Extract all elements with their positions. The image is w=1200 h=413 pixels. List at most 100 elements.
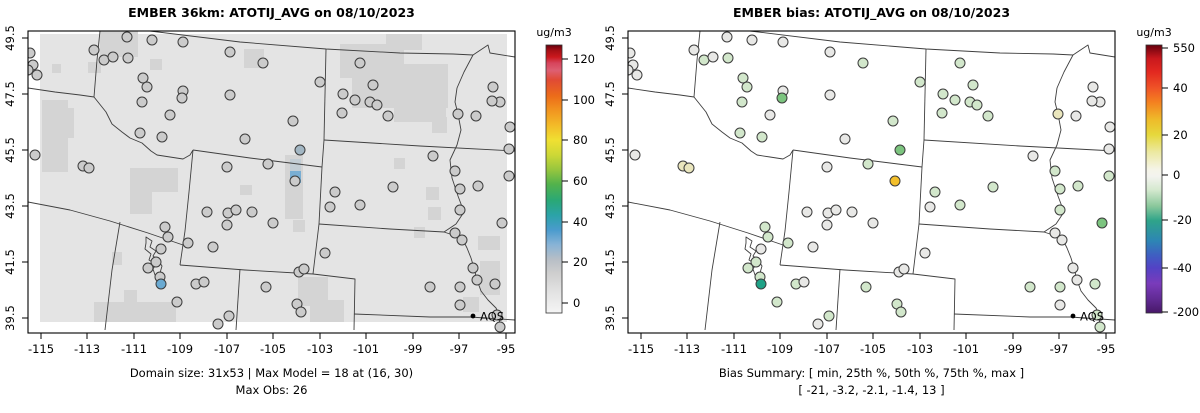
state-border [323, 139, 515, 152]
state-border [628, 31, 794, 160]
station-dot [162, 231, 174, 243]
station-dot [1049, 165, 1061, 177]
colorbar [1145, 44, 1163, 314]
x-tick-label: -97 [450, 342, 469, 356]
station-dot [824, 89, 836, 101]
station-dot [155, 243, 167, 255]
station-dot [295, 306, 307, 318]
state-border [179, 264, 314, 275]
station-dot [954, 199, 966, 211]
x-tick-label: -97 [1050, 342, 1069, 356]
station-dot [746, 34, 758, 46]
station-dot [628, 47, 636, 59]
state-border [779, 264, 914, 275]
station-dot [929, 186, 941, 198]
state-border [835, 268, 841, 331]
station-dot [98, 54, 110, 66]
station-dot [28, 64, 34, 76]
raster-cell [150, 59, 162, 70]
station-dot [798, 276, 810, 288]
station-dot [755, 278, 767, 290]
station-dot [823, 310, 835, 322]
station-dot [949, 94, 961, 106]
station-dot [88, 44, 100, 56]
state-border [918, 223, 1045, 233]
station-dot [449, 227, 461, 239]
state-border [779, 149, 794, 266]
x-tick-label: -95 [497, 342, 516, 356]
raster-cell [240, 185, 252, 195]
station-dot [1054, 281, 1066, 293]
station-dot [454, 299, 466, 311]
station-dot [771, 296, 783, 308]
raster-cell [414, 227, 425, 238]
station-dot [472, 180, 484, 192]
state-border [28, 31, 194, 160]
station-dot [496, 217, 508, 229]
colorbar-tick-label: 80 [573, 133, 588, 147]
station-dot [1054, 204, 1066, 216]
y-tick-label: 43.5 [3, 193, 17, 219]
station-dot [159, 221, 171, 233]
colorbar-tick-label: -200 [1173, 305, 1199, 319]
station-dot [1027, 150, 1039, 162]
station-dot [987, 181, 999, 193]
station-dot [221, 161, 233, 173]
station-dot [1054, 299, 1066, 311]
station-dot [764, 109, 776, 121]
station-dot [821, 219, 833, 231]
x-tick-label: -95 [1097, 342, 1116, 356]
station-dot [1091, 309, 1103, 321]
station-dot [122, 52, 134, 64]
station-dot [354, 199, 366, 211]
station-dot [683, 162, 695, 174]
raster-cell [290, 183, 301, 196]
aqs-legend-dot [1070, 313, 1076, 319]
station-dot [319, 247, 331, 259]
station-dot [150, 256, 162, 268]
colorbar-title: ug/m3 [1136, 26, 1171, 39]
state-border [704, 221, 721, 331]
station-dot [889, 175, 901, 187]
station-dot [424, 281, 436, 293]
raster-cell [130, 182, 152, 214]
station-dot [707, 51, 719, 63]
station-dot [721, 31, 733, 43]
colorbar-tick-label: 20 [573, 255, 588, 269]
bias-map-caption-line2: [ -21, -3.2, -2.1, -1.4, 13 ] [798, 383, 944, 397]
station-dot [452, 108, 464, 120]
aqs-legend-dot [470, 313, 476, 319]
station-dot [887, 115, 899, 127]
station-dot [354, 57, 366, 69]
station-dot [182, 237, 194, 249]
station-dot [467, 262, 479, 274]
colorbar [545, 44, 563, 314]
station-dot [31, 69, 43, 81]
station-dot [857, 57, 869, 69]
station-dot [289, 175, 301, 187]
colorbar-tick-label: 40 [1173, 81, 1188, 95]
station-dot [449, 165, 461, 177]
colorbar-tick-label: 60 [573, 174, 588, 188]
y-tick-label: 39.5 [603, 305, 617, 331]
station-dot [1056, 234, 1068, 246]
x-tick-label: -105 [260, 342, 286, 356]
station-dot [967, 79, 979, 91]
station-dot [1071, 274, 1083, 286]
station-dot [1086, 95, 1098, 107]
state-border [912, 139, 925, 275]
station-dot [494, 321, 506, 333]
colorbar-tick-label: 0 [573, 296, 580, 310]
station-dot [734, 127, 746, 139]
state-border [192, 149, 323, 168]
raster-cell [100, 31, 138, 57]
y-tick-label: 47.5 [3, 81, 17, 107]
x-tick-label: -99 [404, 342, 423, 356]
colorbar-tick-label: 120 [573, 52, 595, 66]
raster-cell [394, 158, 405, 169]
y-tick-label: 49.5 [603, 25, 617, 51]
station-dot [1054, 183, 1066, 195]
station-dot [867, 217, 879, 229]
station-dot [486, 95, 498, 107]
